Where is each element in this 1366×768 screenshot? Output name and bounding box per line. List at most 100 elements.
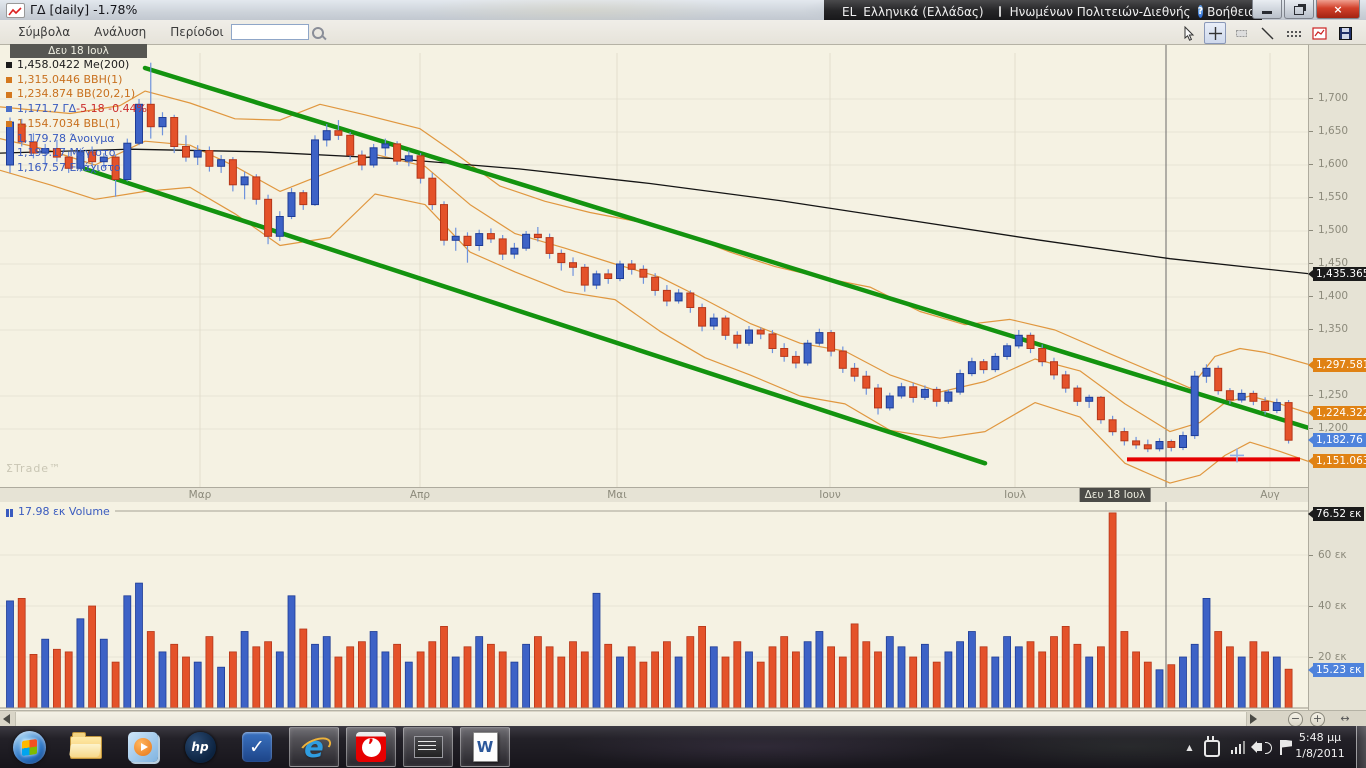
- price-badge: 1,224.322: [1307, 405, 1366, 420]
- legend-text: 1,458.0422 Me(200): [17, 58, 130, 71]
- legend-text: 1,171.7 ΓΔ: [17, 102, 77, 116]
- price-tick-label: 1,350: [1308, 323, 1349, 335]
- glass-blur: [560, 726, 960, 768]
- price-axis: 1,700 1,650 1,600 1,550 1,500 1,450 1,400 1,350…: [1307, 44, 1366, 711]
- taskbar-check-app-icon[interactable]: ✓: [232, 727, 282, 767]
- taskbar-word-icon[interactable]: W: [460, 727, 510, 767]
- legend-row-6: 1,193.17 Μέγιστο: [6, 146, 147, 161]
- legend-row-4: 1,154.7034 BBL(1): [6, 117, 147, 132]
- legend-swatch: [6, 77, 12, 84]
- power-tray-icon[interactable]: [1203, 736, 1220, 757]
- drawing-toolbar: [1178, 22, 1356, 44]
- volume-label: 17.98 εκ Volume: [18, 505, 110, 518]
- taskbar-buttons: hp ✓ e’ W: [4, 726, 510, 768]
- clock-date: 1/8/2011: [1295, 747, 1345, 760]
- menu-item-1[interactable]: Ανάλυση: [94, 25, 147, 39]
- legend-text: 1,179.78 Άνοιγμα: [17, 131, 115, 145]
- time-axis-month-label: Απρ: [409, 489, 431, 501]
- taskbar-hp-icon[interactable]: hp: [175, 727, 225, 767]
- legend-row-3: 1,171.7 ΓΔ -5.18 -0.44%: [6, 102, 147, 117]
- taskbar-vodafone-icon[interactable]: ’: [346, 727, 396, 767]
- time-axis-month-label: Ιουν: [819, 489, 841, 501]
- price-tick-label: 1,450: [1308, 257, 1349, 269]
- window-controls: ×: [1252, 0, 1360, 19]
- taskbar-start-button[interactable]: [4, 727, 54, 767]
- time-axis-month-label: Μαρ: [188, 489, 212, 501]
- action-center-icon[interactable]: [1280, 739, 1282, 755]
- close-button[interactable]: ×: [1316, 0, 1360, 19]
- volume-legend: 17.98 εκ Volume: [6, 505, 110, 518]
- legend-text: 1,154.7034 BBL(1): [17, 116, 121, 130]
- zoom-in-button[interactable]: +: [1310, 712, 1325, 727]
- taskbar-explorer-icon[interactable]: [61, 727, 111, 767]
- legend-swatch: [6, 62, 12, 69]
- volume-badge: 15.23 εκ: [1307, 663, 1365, 678]
- taskbar-media-player-icon[interactable]: [118, 727, 168, 767]
- price-tick-label: 1,250: [1308, 389, 1349, 401]
- keyboard-layout[interactable]: Ηνωμένων Πολιτειών-Διεθνής: [1009, 4, 1191, 19]
- time-axis-crosshair-badge: Δευ 18 Ιουλ: [1079, 488, 1151, 503]
- chart-type-tool-icon[interactable]: [1308, 22, 1330, 44]
- price-chart[interactable]: [0, 45, 1311, 488]
- minimize-button[interactable]: [1252, 0, 1282, 19]
- symbol-search-input[interactable]: [231, 24, 309, 40]
- price-tick-label: 1,650: [1308, 125, 1349, 137]
- legend-row-7: 1,167.57 Ελάχιστο: [6, 161, 147, 176]
- rectangle-tool-icon[interactable]: [1230, 22, 1252, 44]
- scrollbar-track[interactable]: [15, 712, 1247, 726]
- cursor-tool-icon[interactable]: [1178, 22, 1200, 44]
- help-label[interactable]: Βοήθεια: [1207, 4, 1257, 19]
- volume-chart[interactable]: [0, 502, 1308, 710]
- menu-bar: ΣύμβολαΑνάλυσηΠερίοδοιΠροβολή: [0, 20, 1366, 45]
- help-icon[interactable]: ?: [1197, 5, 1204, 18]
- legend-row-0: 1,458.0422 Me(200): [6, 58, 147, 73]
- language-code[interactable]: EL: [842, 4, 857, 19]
- network-tray-icon[interactable]: [1230, 740, 1245, 754]
- search-icon[interactable]: [312, 27, 324, 39]
- price-badge: 1,182.76: [1308, 433, 1366, 448]
- watermark: ΣTrade™: [6, 462, 62, 475]
- time-axis-month-label: Αυγ: [1260, 489, 1280, 501]
- volume-pane[interactable]: [0, 502, 1308, 710]
- price-badge: 1,297.581: [1307, 357, 1366, 372]
- price-tick-label: 1,500: [1308, 224, 1349, 236]
- save-tool-icon[interactable]: [1334, 22, 1356, 44]
- menu-item-2[interactable]: Περίοδοι: [170, 25, 224, 39]
- taskbar-clock[interactable]: 5:48 μμ 1/8/2011: [1288, 730, 1352, 762]
- taskbar-terminal-app-icon[interactable]: [403, 727, 453, 767]
- chart-scrollbar[interactable]: − + ↔: [0, 710, 1366, 727]
- legend-text: 1,234.874 BB(20,2,1): [17, 87, 136, 101]
- zoom-out-button[interactable]: −: [1288, 712, 1303, 727]
- language-name[interactable]: Ελληνικά (Ελλάδας): [863, 4, 984, 19]
- taskbar-internet-explorer-icon[interactable]: e: [289, 727, 339, 767]
- price-tick-label: 1,200: [1308, 422, 1349, 434]
- restore-button[interactable]: [1284, 0, 1314, 19]
- legend-row-5: 1,179.78 Άνοιγμα: [6, 132, 147, 147]
- volume-tick-label: 40 εκ: [1309, 600, 1347, 612]
- keyboard-icon[interactable]: [998, 6, 1001, 17]
- volume-tick-label: 20 εκ: [1309, 651, 1347, 663]
- scroll-right-icon[interactable]: [1250, 714, 1257, 724]
- volume-tray-icon[interactable]: [1251, 741, 1272, 754]
- grid-tool-icon[interactable]: [1282, 22, 1304, 44]
- scroll-left-icon[interactable]: [3, 714, 10, 724]
- glass-blur: [980, 726, 1280, 768]
- hidden-icons-chevron[interactable]: ▲: [1186, 742, 1193, 752]
- show-desktop-button[interactable]: [1356, 726, 1366, 768]
- legend-swatch: [6, 91, 12, 98]
- menu-item-0[interactable]: Σύμβολα: [18, 25, 71, 39]
- legend-text: 1,193.17 Μέγιστο: [17, 146, 116, 160]
- time-axis-month-label: Ιουλ: [1004, 489, 1026, 501]
- legend-row-1: 1,315.0446 BBH(1): [6, 73, 147, 88]
- app-icon: [6, 3, 25, 18]
- legend-swatch: [6, 106, 12, 113]
- legend-swatch: [6, 121, 12, 128]
- price-badge: 1,151.063: [1307, 454, 1366, 469]
- legend-text: -5.18 -0.44%: [76, 102, 148, 116]
- line-tool-icon[interactable]: [1256, 22, 1278, 44]
- price-chart-pane[interactable]: [0, 44, 1311, 488]
- price-tick-label: 1,550: [1308, 191, 1349, 203]
- taskbar: hp ✓ e’ W ▲ 5:48 μμ 1/8/2011: [0, 726, 1366, 768]
- fit-width-button[interactable]: ↔: [1340, 712, 1350, 725]
- crosshair-tool-icon[interactable]: [1204, 22, 1226, 44]
